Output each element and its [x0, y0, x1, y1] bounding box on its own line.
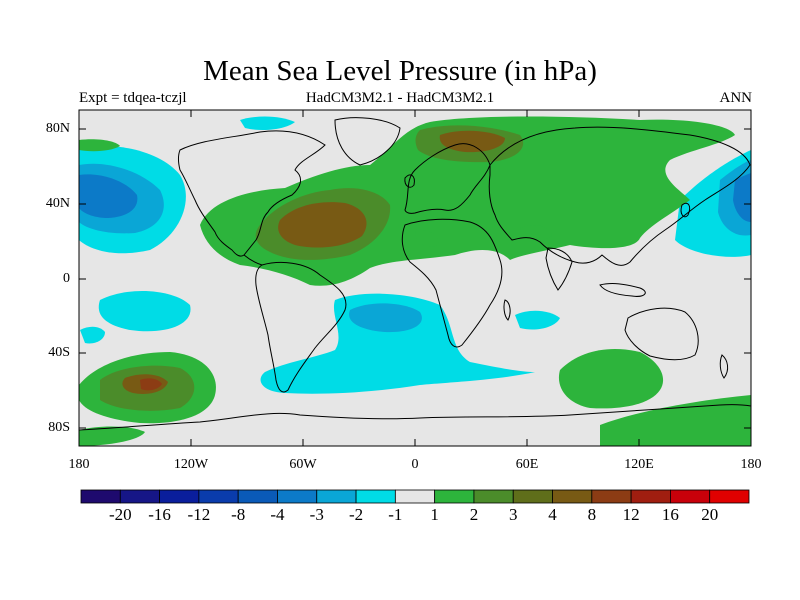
- central-america-coast: [243, 254, 263, 266]
- colorbar-swatch: [709, 489, 750, 504]
- season-label: ANN: [719, 90, 753, 106]
- indonesia-coast: [599, 283, 646, 297]
- colorbar-swatch: [237, 489, 278, 504]
- coastlines: [79, 117, 751, 431]
- europe-coast: [404, 143, 491, 214]
- colorbar-swatch: [512, 489, 553, 504]
- asia-coast: [488, 126, 751, 266]
- lon-label-60w: 60W: [289, 457, 317, 472]
- colorbar-swatch: [552, 489, 593, 504]
- colorbar-label: -20: [108, 505, 132, 524]
- south-america-coast: [255, 262, 347, 393]
- colorbar-label: 8: [587, 505, 597, 524]
- colorbar-swatch: [591, 489, 632, 504]
- lat-label-80n: 80N: [45, 121, 70, 136]
- colorbar-swatch: [159, 489, 200, 504]
- colorbar-swatch: [434, 489, 475, 504]
- colorbar-label: 3: [508, 505, 518, 524]
- strong-blue-anomaly-areas: [79, 173, 751, 222]
- colorbar-swatch: [316, 489, 357, 504]
- antarctica-coast: [79, 404, 751, 431]
- colorbar-label: 2: [469, 505, 479, 524]
- colorbar-swatch: [394, 489, 436, 504]
- contour-fills: [79, 116, 751, 446]
- colorbar-label: 16: [661, 505, 679, 524]
- experiment-label: Expt = tdqea-tczjl: [79, 90, 187, 106]
- colorbar-label: -4: [270, 505, 285, 524]
- madagascar-coast: [503, 299, 511, 321]
- lon-label-120w: 120W: [173, 457, 209, 472]
- lat-label-40s: 40S: [48, 345, 70, 360]
- uk-coast: [404, 174, 415, 188]
- colorbar: [80, 489, 750, 504]
- colorbar-label: 1: [430, 505, 439, 524]
- figure-title: Mean Sea Level Pressure (in hPa): [203, 55, 597, 87]
- lat-label-80s: 80S: [48, 420, 70, 435]
- colorbar-label: -16: [148, 505, 171, 524]
- japan-coast: [680, 202, 691, 218]
- colorbar-label: 12: [622, 505, 640, 524]
- new-zealand-coast: [719, 354, 729, 379]
- india-coast: [545, 247, 573, 291]
- red-brown-anomaly-areas: [140, 378, 162, 391]
- lon-label-0: 0: [411, 457, 419, 472]
- colorbar-label: -8: [231, 505, 246, 524]
- colorbar-label: -1: [388, 505, 403, 524]
- lon-label-180-east: 180: [740, 457, 762, 472]
- colorbar-swatch: [630, 489, 671, 504]
- colorbar-label: -3: [309, 505, 324, 524]
- greenland-coast: [334, 117, 401, 166]
- colorbar-swatch: [277, 489, 318, 504]
- colorbar-swatch: [119, 489, 160, 504]
- colorbar-label: 20: [701, 505, 719, 524]
- africa-coast: [401, 218, 503, 348]
- colorbar-swatch: [198, 489, 239, 504]
- colorbar-swatch: [355, 489, 396, 504]
- colorbar-label: -12: [187, 505, 211, 524]
- lat-label-40n: 40N: [45, 196, 70, 211]
- colorbar-label: 4: [548, 505, 557, 524]
- colorbar-swatch: [670, 489, 711, 504]
- lon-label-60e: 60E: [515, 457, 539, 472]
- model-comparison-label: HadCM3M2.1 - HadCM3M2.1: [305, 90, 495, 106]
- north-america-coast: [178, 130, 326, 257]
- axis-ticks: [79, 110, 751, 446]
- colorbar-swatch: [473, 489, 514, 504]
- colorbar-swatch: [80, 489, 121, 504]
- colorbar-label: -2: [348, 505, 364, 524]
- australia-coast: [624, 307, 699, 361]
- lat-label-0: 0: [63, 271, 70, 286]
- lon-label-120e: 120E: [624, 457, 654, 472]
- lon-label-180-west: 180: [68, 457, 90, 472]
- brown-anomaly-areas: [122, 130, 505, 394]
